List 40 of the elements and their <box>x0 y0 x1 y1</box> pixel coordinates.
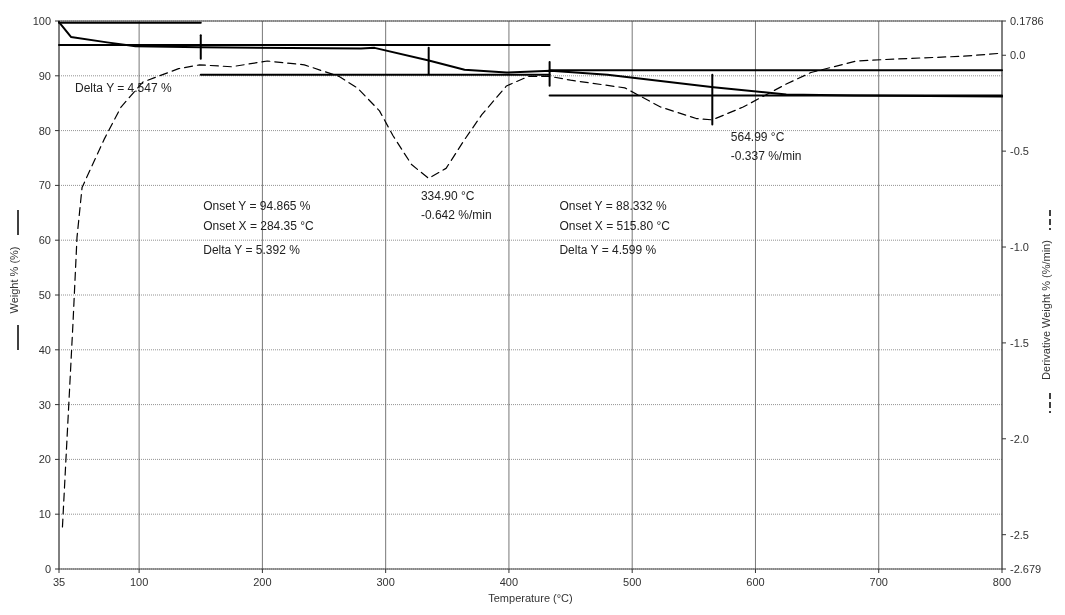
y-tick-label: 0 <box>44 563 51 575</box>
x-tick-label: 300 <box>376 576 395 588</box>
y-tick-label: 60 <box>38 234 51 247</box>
x-tick-label: 400 <box>499 576 519 588</box>
y2-tick-label: 0.0 <box>1010 49 1026 62</box>
y-tick-label: 40 <box>38 343 51 356</box>
y-tick-label: 90 <box>38 69 51 82</box>
x-tick-label: 35 <box>52 576 66 588</box>
annotation: Delta Y = 5.392 % <box>203 242 301 257</box>
annotation: 334.90 °C <box>420 189 475 204</box>
x-tick-label: 200 <box>253 576 272 588</box>
y2-tick-label: 0.1786 <box>1010 15 1044 27</box>
y2-axis-title: Derivative Weight % (%/min) <box>1040 240 1052 380</box>
y-tick-label: 30 <box>38 398 51 411</box>
y2-tick-label: -2.5 <box>1010 528 1029 541</box>
annotation: Delta Y = 4.547 % <box>75 80 172 95</box>
x-tick-label: 600 <box>746 576 765 588</box>
y-tick-label: 50 <box>38 289 51 301</box>
annotation: Onset X = 515.80 °C <box>559 219 671 234</box>
y-tick-label: 80 <box>38 124 51 137</box>
y2-tick-label: -0.5 <box>1010 145 1029 158</box>
x-tick-label: 700 <box>869 576 888 588</box>
annotation: Onset Y = 94.865 % <box>203 199 311 214</box>
y-axis-title: Weight % (%) <box>8 246 20 314</box>
y2-tick-label: -1.5 <box>1010 336 1029 349</box>
y-tick-label: 20 <box>38 453 51 466</box>
annotation: Onset X = 284.35 °C <box>203 219 315 234</box>
x-axis-title: Temperature (°C) <box>488 592 573 604</box>
annotation: -0.642 %/min <box>420 208 492 223</box>
y-tick-label: 70 <box>38 179 51 192</box>
y2-tick-label: -1.0 <box>1010 241 1029 254</box>
annotation: Onset Y = 88.332 % <box>559 199 668 214</box>
y2-tick-label: -2.0 <box>1010 432 1029 445</box>
annotation: Delta Y = 4.599 % <box>559 242 657 257</box>
x-tick-label: 100 <box>129 576 149 588</box>
y2-tick-label: -2.679 <box>1010 563 1042 575</box>
y-tick-label: 10 <box>38 508 51 521</box>
x-tick-label: 500 <box>623 576 642 588</box>
x-tick-label: 800 <box>992 576 1012 588</box>
y-tick-label: 100 <box>32 15 51 27</box>
